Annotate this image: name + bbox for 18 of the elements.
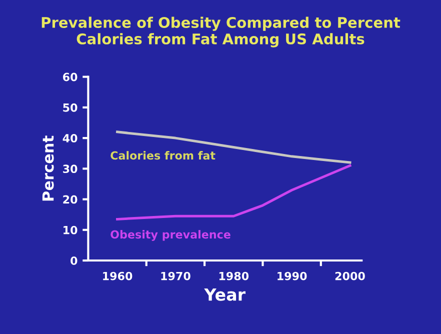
line-series	[116, 164, 352, 220]
y-tick-label: 40	[62, 134, 78, 142]
y-tick-label: 20	[63, 195, 78, 204]
y-axis-title: Percent	[42, 136, 54, 201]
series-label: Calories from fat	[110, 151, 216, 160]
chart-title: Prevalence of Obesity Compared to Percent Calories from Fat Among US Adults	[42, 16, 400, 48]
x-tick-label: 1960	[103, 272, 132, 280]
y-tick-label: 60	[63, 72, 78, 82]
y-tick-label: 50	[63, 103, 78, 112]
x-tick-label: 1970	[161, 272, 190, 280]
x-tick-label: 1980	[219, 272, 249, 280]
y-tick-label: 10	[64, 226, 78, 234]
y-tick-label: 30	[63, 164, 78, 174]
x-tick-label: 2000	[335, 272, 365, 280]
series-label: Obesity prevalence	[110, 230, 230, 241]
x-tick-label: 1990	[278, 272, 307, 280]
y-tick-label: 0	[70, 256, 78, 265]
x-axis-title: Year	[204, 288, 246, 301]
